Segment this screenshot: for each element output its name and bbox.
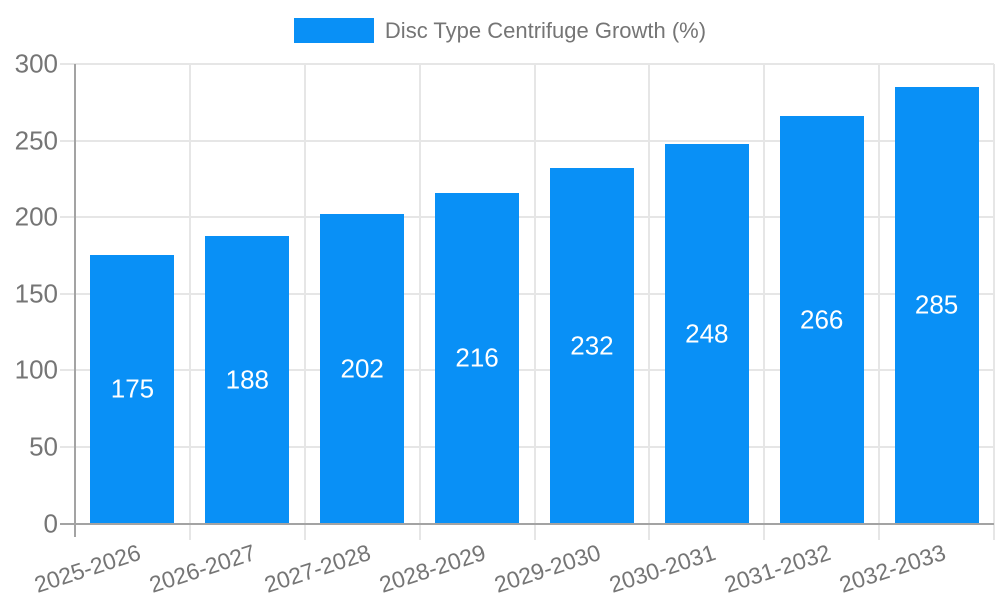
x-tick-label: 2032-2033 — [835, 539, 949, 598]
legend-swatch — [293, 18, 374, 43]
bar: 248 — [664, 143, 749, 524]
y-tick-label: 50 — [29, 431, 58, 462]
bar: 188 — [205, 235, 290, 524]
x-tick-label: 2030-2031 — [605, 539, 719, 598]
x-gridline — [993, 64, 995, 540]
x-tick-label: 2027-2028 — [261, 539, 374, 598]
bar-value-label: 216 — [455, 342, 499, 373]
x-gridline — [418, 64, 421, 540]
x-tick-label: 2026-2027 — [146, 539, 260, 598]
bar-value-label: 285 — [914, 289, 959, 320]
y-gridline — [60, 445, 994, 448]
x-gridline — [878, 64, 881, 540]
x-tick-label: 2028-2029 — [376, 539, 489, 598]
bar: 285 — [894, 86, 979, 524]
legend-label: Disc Type Centrifuge Growth (%) — [384, 18, 707, 43]
x-axis-line — [60, 522, 994, 525]
x-tick-label: 2025-2026 — [31, 539, 145, 598]
y-gridline — [60, 63, 994, 65]
bar: 266 — [779, 116, 864, 524]
legend: Disc Type Centrifuge Growth (%) — [0, 18, 1000, 43]
bar: 202 — [320, 214, 405, 524]
y-tick-label: 150 — [14, 278, 58, 309]
bar-value-label: 248 — [685, 318, 729, 349]
y-tick-label: 100 — [14, 354, 58, 385]
bar-value-label: 202 — [340, 353, 384, 384]
y-tick-label: 0 — [43, 507, 58, 538]
y-axis-line — [74, 64, 76, 537]
x-tick-label: 2031-2032 — [720, 539, 834, 598]
bar-value-label: 232 — [570, 330, 614, 361]
x-gridline — [533, 64, 536, 540]
y-tick-label: 200 — [14, 201, 58, 232]
y-tick-label: 250 — [14, 125, 58, 156]
bar: 232 — [549, 168, 634, 524]
x-gridline — [763, 64, 766, 540]
x-tick-label: 2029-2030 — [491, 539, 604, 598]
y-gridline — [60, 139, 994, 142]
x-gridline — [303, 64, 306, 540]
y-gridline — [60, 292, 994, 295]
x-gridline — [648, 64, 651, 540]
bar-value-label: 175 — [110, 373, 155, 404]
y-tick-label: 300 — [14, 48, 58, 79]
y-gridline — [60, 369, 994, 372]
bar: 216 — [435, 192, 520, 524]
y-gridline — [60, 216, 994, 219]
bar: 175 — [90, 255, 175, 524]
bar-value-label: 188 — [225, 364, 269, 394]
bar-value-label: 266 — [799, 304, 844, 335]
x-gridline — [188, 64, 191, 540]
